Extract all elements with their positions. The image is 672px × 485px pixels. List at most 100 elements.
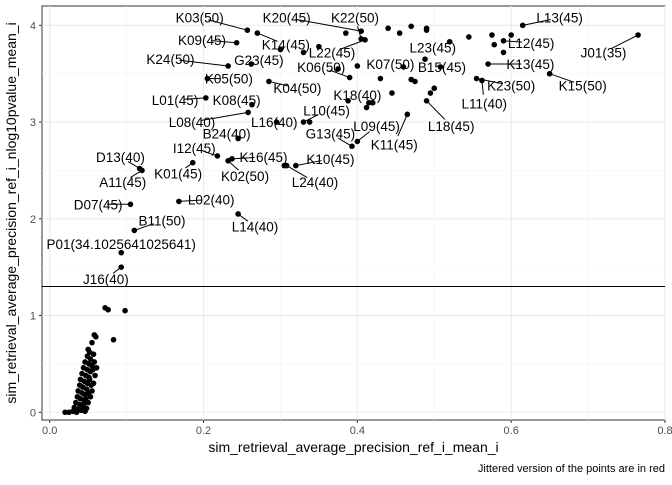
label-leader-line — [179, 59, 229, 67]
data-point-labeled — [358, 28, 364, 34]
y-tick-label: 2 — [30, 214, 36, 226]
x-axis-ticks: 0.0 0.2 0.4 0.6 0.8 — [42, 420, 672, 437]
data-point-labeled — [204, 75, 211, 82]
data-point — [466, 34, 472, 40]
data-point — [89, 388, 95, 394]
point-label: L12(45) — [508, 36, 555, 51]
point-label: L23(45) — [409, 41, 456, 56]
label-leader-line — [257, 32, 278, 42]
point-label: K04(50) — [273, 81, 321, 96]
point-label: G23(45) — [234, 53, 284, 68]
data-point-labeled — [400, 64, 407, 70]
data-point-labeled — [233, 39, 240, 46]
data-point — [306, 119, 313, 125]
data-point — [80, 401, 87, 408]
chart-caption: Jittered version of the points are in re… — [478, 463, 665, 475]
point-label: D13(40) — [96, 150, 145, 165]
point-label: L22(45) — [309, 45, 356, 60]
point-label: I12(45) — [173, 141, 216, 156]
data-point-labeled — [118, 249, 125, 256]
label-leader-line — [210, 40, 237, 44]
point-labels: K03(50) K20(45) K22(50) L13(45) K09(45) K14(4… — [47, 11, 627, 287]
y-tick-label: 0 — [30, 407, 36, 419]
label-leader-line — [611, 34, 639, 49]
point-label: B11(50) — [138, 214, 185, 229]
data-point-labeled — [139, 167, 145, 174]
data-point — [363, 104, 370, 111]
data-point — [354, 63, 361, 69]
data-point-labeled — [300, 119, 307, 125]
data-point-labeled — [254, 30, 261, 36]
point-label: P01(34.1025641025641) — [47, 237, 196, 252]
point-label: K13(45) — [506, 57, 554, 72]
data-point — [500, 49, 507, 56]
data-point — [412, 78, 418, 85]
point-label: L10(45) — [303, 103, 350, 118]
data-point — [87, 393, 94, 400]
data-point-labeled — [225, 63, 231, 69]
y-tick-label: 3 — [30, 117, 36, 129]
data-point-labeled — [214, 153, 221, 159]
data-point — [300, 49, 307, 56]
label-leader-line — [522, 18, 551, 26]
data-point-labeled — [245, 109, 251, 116]
label-leader-lines — [107, 18, 639, 274]
data-point — [105, 306, 111, 313]
point-label: K10(45) — [306, 152, 354, 167]
label-leader-line — [208, 19, 248, 31]
data-point-labeled — [176, 198, 182, 205]
point-label: J16(40) — [83, 272, 129, 287]
data-point — [85, 399, 91, 406]
data-point — [92, 372, 98, 379]
data-point-labeled — [446, 38, 453, 45]
point-label: K15(50) — [559, 78, 607, 93]
data-point-labeled — [127, 201, 134, 208]
data-point — [86, 376, 93, 383]
data-point — [316, 43, 322, 50]
data-point-labeled — [273, 119, 280, 125]
data-point-labeled — [235, 211, 241, 217]
label-leader-line — [231, 156, 255, 160]
data-point — [431, 85, 438, 92]
data-point — [489, 32, 495, 38]
point-label: K20(45) — [263, 11, 311, 26]
data-point-labeled — [345, 97, 351, 104]
x-tick-label: 0.8 — [657, 425, 672, 437]
data-point-labeled — [500, 38, 507, 44]
data-points — [62, 22, 641, 416]
point-label: K11(45) — [371, 137, 418, 152]
label-leader-line — [303, 114, 319, 123]
data-point — [369, 99, 376, 106]
data-point-labeled — [249, 101, 255, 108]
x-axis-title: sim_retrieval_average_precision_ref_i_me… — [208, 439, 498, 455]
data-point — [366, 99, 372, 106]
point-label: L08(40) — [169, 115, 216, 130]
data-point-labeled — [118, 264, 125, 270]
data-point-labeled — [131, 227, 138, 234]
data-point — [343, 30, 349, 36]
data-point-labeled — [519, 22, 526, 29]
data-point — [87, 356, 94, 362]
plot-panel — [41, 5, 666, 421]
point-label: K05(50) — [205, 72, 253, 87]
data-point — [423, 25, 430, 32]
data-point-labeled — [635, 32, 641, 38]
data-point — [90, 351, 97, 358]
data-point — [89, 339, 95, 346]
data-point — [83, 405, 90, 412]
data-point — [377, 75, 384, 82]
data-point-labeled — [362, 37, 368, 43]
point-label: K22(50) — [331, 11, 379, 26]
data-point — [491, 41, 498, 48]
data-point-labeled — [473, 75, 480, 82]
data-point — [508, 32, 514, 38]
y-tick-label: 1 — [30, 311, 36, 323]
label-leader-line — [178, 199, 203, 202]
data-point-labeled — [293, 162, 299, 169]
data-point-labeled — [189, 159, 196, 166]
point-label: L01(45) — [152, 93, 199, 108]
point-label: D07(45) — [74, 197, 123, 212]
data-point-labeled — [248, 61, 255, 67]
label-leader-line — [286, 165, 308, 178]
